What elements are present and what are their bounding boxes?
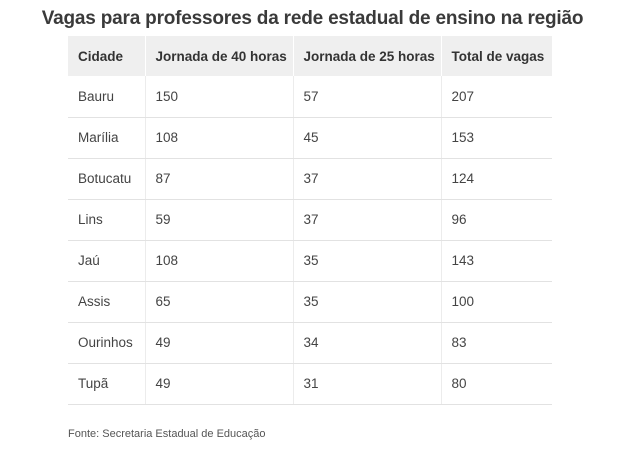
jornada-40-cell: 108 [144,240,293,282]
source-note: Fonte: Secretaria Estadual de Educação [68,428,266,440]
cidade-cell: Botucatu [68,158,145,200]
table-header-row: Cidade Jornada de 40 horas Jornada de 25… [68,36,552,76]
jornada-25-cell: 31 [292,363,441,405]
jornada-40-cell: 49 [144,363,293,405]
table-row: Marília 108 45 153 [68,117,552,159]
table-row: Assis 65 35 100 [68,281,552,323]
table-row: Ourinhos 49 34 83 [68,322,552,364]
jornada-25-cell: 34 [292,322,441,364]
jornada-40-cell: 150 [144,76,293,118]
total-cell: 124 [440,158,552,200]
total-cell: 80 [440,363,552,405]
jornada-40-cell: 87 [144,158,293,200]
total-cell: 96 [440,199,552,241]
table-row: Botucatu 87 37 124 [68,158,552,200]
cidade-cell: Tupã [68,363,145,405]
vacancies-table: Cidade Jornada de 40 horas Jornada de 25… [68,36,552,405]
header-jornada-40: Jornada de 40 horas [144,36,293,76]
total-cell: 153 [440,117,552,159]
jornada-25-cell: 37 [292,199,441,241]
jornada-40-cell: 49 [144,322,293,364]
jornada-25-cell: 45 [292,117,441,159]
cidade-cell: Jaú [68,240,145,282]
cidade-cell: Assis [68,281,145,323]
table-row: Bauru 150 57 207 [68,76,552,118]
jornada-25-cell: 35 [292,281,441,323]
cidade-cell: Marília [68,117,145,159]
cidade-cell: Ourinhos [68,322,145,364]
total-cell: 143 [440,240,552,282]
header-total: Total de vagas [440,36,552,76]
header-jornada-25: Jornada de 25 horas [292,36,441,76]
cidade-cell: Lins [68,199,145,241]
page-title: Vagas para professores da rede estadual … [41,8,584,29]
jornada-40-cell: 108 [144,117,293,159]
total-cell: 100 [440,281,552,323]
cidade-cell: Bauru [68,76,145,118]
header-cidade: Cidade [78,48,124,64]
table-row: Lins 59 37 96 [68,199,552,241]
jornada-25-cell: 35 [292,240,441,282]
jornada-40-cell: 65 [144,281,293,323]
table-row: Jaú 108 35 143 [68,240,552,282]
table-body: Bauru 150 57 207 Marília 108 45 153 Botucatu 87 37… [68,76,552,405]
jornada-40-cell: 59 [144,199,293,241]
total-cell: 207 [440,76,552,118]
jornada-25-cell: 37 [292,158,441,200]
table-row: Tupã 49 31 80 [68,363,552,405]
total-cell: 83 [440,322,552,364]
jornada-25-cell: 57 [292,76,441,118]
